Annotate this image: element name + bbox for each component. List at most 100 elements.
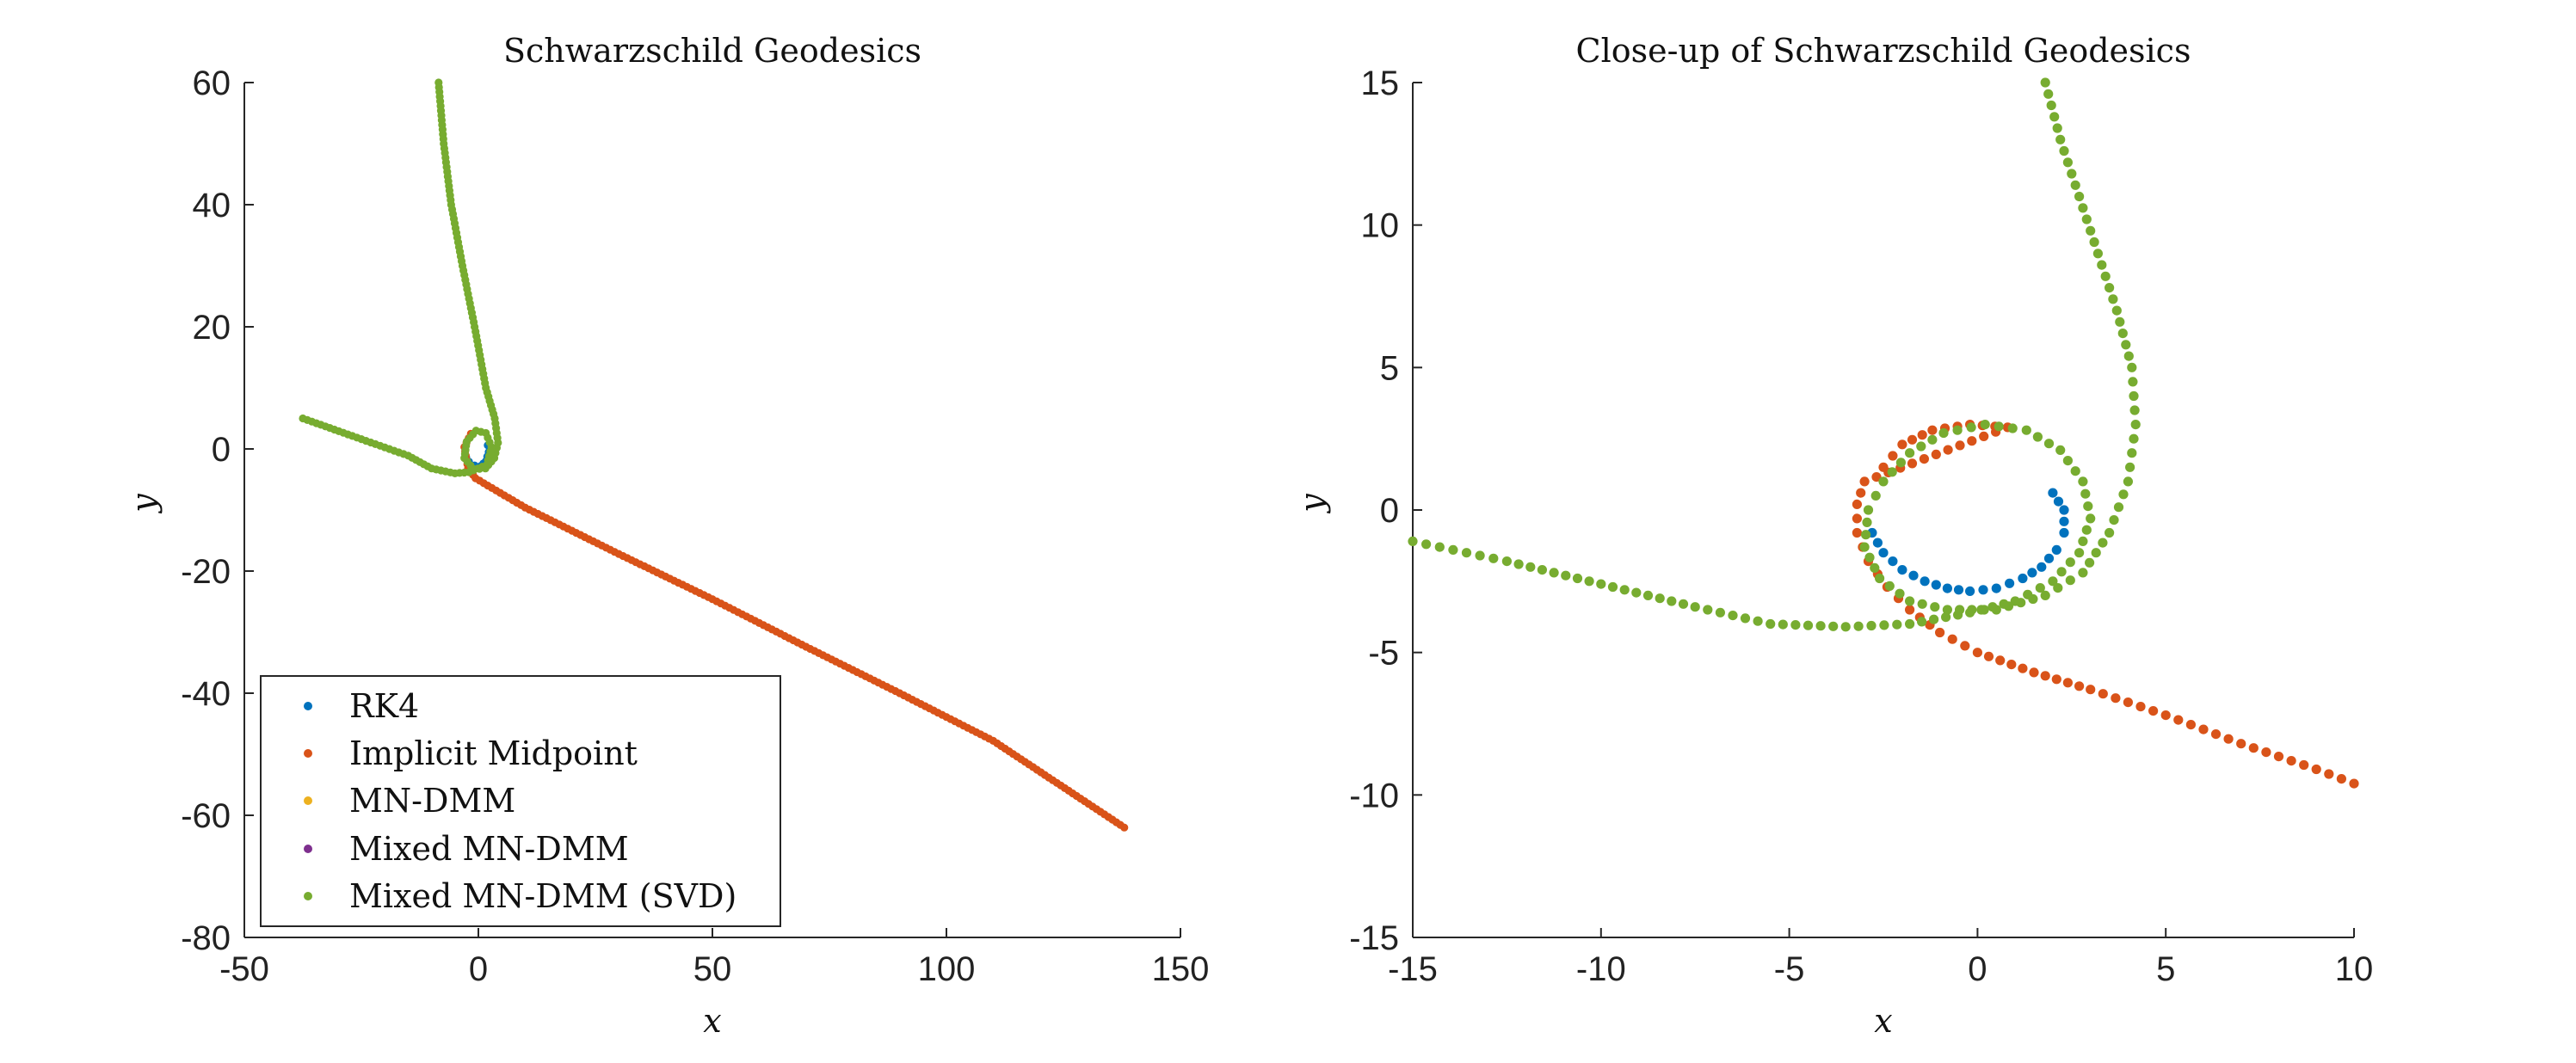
data-point — [1703, 605, 1713, 615]
data-point — [2086, 513, 2096, 524]
data-point — [1803, 620, 1814, 630]
data-point — [1931, 449, 1941, 460]
data-point — [2299, 759, 2309, 771]
data-point — [2123, 697, 2133, 708]
data-point — [1991, 583, 2001, 593]
series-rk4 — [1867, 488, 2069, 597]
data-point — [1778, 619, 1788, 630]
data-point — [2007, 423, 2018, 433]
chart-title: Close-up of Schwarzschild Geodesics — [1576, 32, 2191, 70]
data-point — [2236, 739, 2246, 749]
data-point — [1905, 618, 1915, 630]
data-point — [1941, 612, 1951, 623]
data-point — [2051, 544, 2061, 556]
data-point — [2089, 237, 2099, 248]
data-point — [2091, 548, 2101, 558]
x-axis-label: x — [703, 1002, 721, 1040]
data-point — [2062, 456, 2073, 466]
data-point — [2198, 724, 2209, 734]
y-tick-label: 15 — [1361, 65, 1400, 102]
data-point — [1461, 548, 1472, 558]
data-point — [1715, 607, 1725, 618]
data-point — [1917, 617, 1927, 627]
data-point — [1852, 513, 1862, 524]
y-tick-label: -10 — [1349, 777, 1399, 814]
data-point — [1434, 542, 1445, 552]
data-point — [2223, 734, 2234, 744]
data-point — [2123, 351, 2134, 361]
data-point — [2148, 706, 2159, 716]
data-point — [2048, 488, 2058, 498]
data-point — [2027, 568, 2037, 578]
data-point — [2046, 100, 2056, 111]
data-point — [2105, 527, 2115, 538]
data-point — [1790, 620, 1801, 630]
data-point — [2121, 340, 2131, 350]
data-point — [1955, 440, 1965, 451]
x-tick-label: -5 — [1774, 950, 1805, 988]
data-point — [1421, 539, 1432, 550]
data-point — [1852, 499, 1862, 510]
data-point — [1978, 585, 1988, 595]
data-point — [1853, 621, 1864, 631]
data-point — [2035, 583, 2045, 593]
data-point — [2059, 516, 2069, 526]
data-point — [1995, 655, 2006, 666]
data-point — [2053, 583, 2063, 593]
data-point — [1917, 430, 1927, 440]
data-point — [1919, 454, 1929, 464]
data-point — [2113, 502, 2124, 513]
data-point — [2108, 294, 2118, 304]
data-point — [1976, 605, 1987, 615]
axes: -15 -10 -5 0 5 10 -15 -10 -5 0 5 10 15 — [1349, 65, 2373, 988]
y-tick-label: -80 — [181, 919, 231, 957]
data-point — [1929, 614, 1939, 624]
data-point — [2074, 548, 2085, 558]
data-point — [2032, 432, 2043, 442]
x-tick-label: 0 — [469, 950, 488, 988]
legend-entry-mixed-mn-dmm: Mixed MN-DMM — [304, 830, 629, 868]
data-point — [2074, 191, 2085, 202]
data-point — [1927, 425, 1938, 435]
y-tick-label: -60 — [181, 797, 231, 835]
data-point — [2123, 476, 2133, 487]
data-point — [1972, 648, 1982, 658]
legend-entry-rk4: RK4 — [304, 687, 419, 725]
data-point — [1861, 530, 1871, 540]
data-point — [2349, 778, 2359, 789]
data-point — [299, 414, 307, 423]
data-point — [2065, 575, 2075, 586]
data-point — [1960, 641, 1970, 651]
y-tick-label: -40 — [181, 675, 231, 713]
data-point — [1879, 620, 1889, 630]
data-point — [1888, 556, 1898, 567]
data-point — [2127, 362, 2137, 372]
y-tick-label: 10 — [1361, 207, 1400, 245]
data-point — [1907, 434, 1918, 445]
data-point — [1513, 559, 1524, 569]
legend-marker — [304, 892, 312, 900]
data-point — [1525, 562, 1536, 572]
data-point — [2098, 538, 2108, 548]
y-tick-label: -5 — [1368, 635, 1399, 673]
data-point — [2037, 562, 2047, 572]
panel-full-view: Schwarzschild Geodesics x y -50 0 50 100 150… — [125, 32, 1209, 1040]
data-point — [2021, 425, 2031, 435]
panel-close-up: Close-up of Schwarzschild Geodesics x y … — [1293, 32, 2373, 1040]
data-point — [2261, 747, 2271, 758]
data-point — [1561, 570, 1571, 581]
data-point — [2055, 445, 2066, 456]
data-point — [1872, 538, 1883, 548]
data-point — [2029, 667, 2039, 678]
data-point — [1859, 476, 1870, 487]
data-point — [1631, 587, 1642, 598]
data-point — [1942, 583, 1952, 593]
data-point — [2067, 169, 2077, 179]
data-point — [1871, 472, 1882, 482]
data-point — [2065, 557, 2075, 568]
series-implicit-midpoint — [460, 429, 1129, 832]
data-point — [2049, 112, 2060, 122]
series-mixed-mn-dmm-svd — [299, 78, 502, 478]
data-point — [2053, 496, 2064, 507]
series-implicit-midpoint — [1852, 420, 2359, 789]
